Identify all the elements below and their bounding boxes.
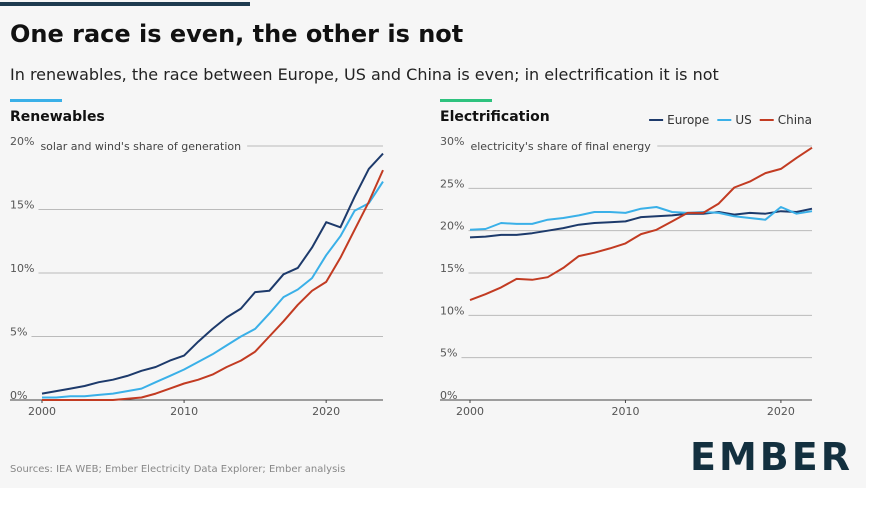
x-tick-label: 2020 [312, 405, 340, 418]
series-line [469, 207, 813, 239]
title: One race is even, the other is not [10, 20, 463, 48]
x-tick-label: 2000 [456, 405, 484, 418]
y-axis-label: electricity's share of final energy [470, 140, 651, 153]
y-tick-label: 20% [10, 135, 34, 148]
y-tick-label: 10% [440, 304, 464, 317]
series-line [42, 181, 384, 399]
y-tick-label: 10% [10, 262, 34, 275]
panel-title: Renewables [10, 109, 105, 125]
y-tick-label: 15% [440, 262, 464, 275]
x-tick-label: 2010 [170, 405, 198, 418]
y-tick-label: 5% [10, 326, 27, 339]
y-tick-label: 0% [10, 389, 27, 402]
x-tick-label: 2010 [611, 405, 639, 418]
series-line [41, 152, 384, 395]
y-tick-label: 0% [440, 389, 457, 402]
y-tick-label: 25% [440, 177, 464, 190]
panel-accent [10, 99, 62, 102]
x-tick-label: 2000 [28, 405, 56, 418]
y-tick-label: 20% [440, 220, 464, 233]
x-tick-label: 2020 [767, 405, 795, 418]
logo: EMBER [690, 435, 853, 479]
y-tick-label: 30% [440, 135, 464, 148]
series-line [469, 206, 813, 231]
panel-accent [440, 99, 492, 102]
y-axis-label: solar and wind's share of generation [40, 140, 241, 153]
y-tick-label: 15% [10, 199, 34, 212]
series-line [42, 169, 384, 401]
accent-bar [0, 2, 250, 6]
panel-title: Electrification [440, 109, 550, 125]
legend-label: China [778, 113, 812, 127]
legend-label: Europe [667, 113, 709, 127]
legend-label: US [735, 113, 751, 127]
y-tick-label: 5% [440, 347, 457, 360]
source: Sources: IEA WEB; Ember Electricity Data… [10, 464, 345, 475]
subtitle: In renewables, the race between Europe, … [10, 65, 719, 84]
background [0, 0, 866, 488]
series-line [469, 146, 813, 302]
